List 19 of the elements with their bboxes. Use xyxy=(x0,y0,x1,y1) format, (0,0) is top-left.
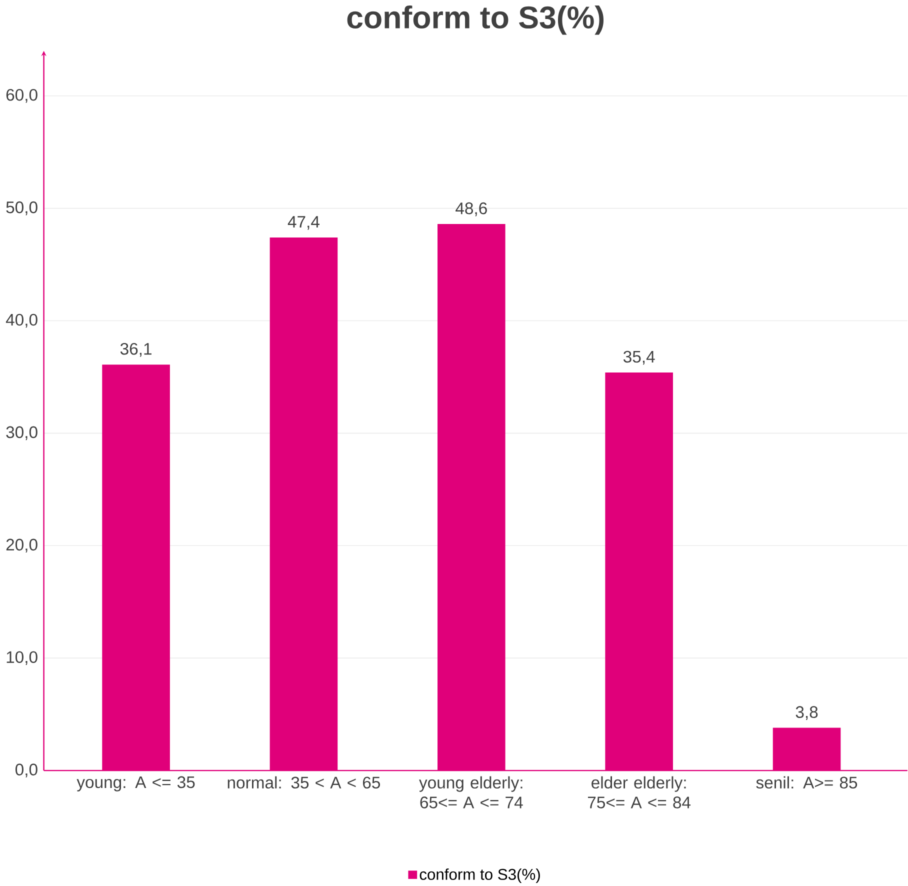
x-tick-label: elder elderly: 75<= A <= 84 xyxy=(588,776,691,808)
legend-label: conform to S3(%) xyxy=(420,868,540,883)
y-tick-label: 60,0 xyxy=(6,88,38,103)
y-tick-label: 10,0 xyxy=(6,650,38,665)
x-tick-label: young: A <= 35 xyxy=(76,776,195,792)
data-label: 48,6 xyxy=(456,202,487,216)
x-tick-label: young elderly: 65<= A <= 74 xyxy=(419,776,523,808)
y-tick-label: 0,0 xyxy=(15,763,38,778)
y-tick-label: 40,0 xyxy=(6,314,38,328)
x-tick-label: normal: 35 < A < 65 xyxy=(228,776,380,788)
data-label: 35,4 xyxy=(623,350,655,364)
data-label: 3,8 xyxy=(796,706,818,720)
x-tick-label: senil: A>= 85 xyxy=(756,776,858,788)
data-label: 47,4 xyxy=(288,216,320,230)
y-tick-label: 50,0 xyxy=(6,201,38,215)
y-tick-label: 20,0 xyxy=(6,538,38,552)
y-tick-label: 30,0 xyxy=(6,426,38,440)
chart-title: conform to S3(%) xyxy=(347,5,604,34)
data-label: 36,1 xyxy=(120,342,152,357)
